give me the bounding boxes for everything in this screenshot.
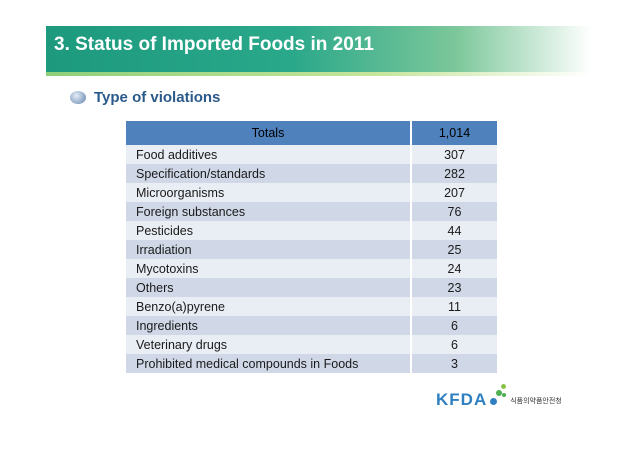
table-row: Specification/standards 282 [126,164,497,183]
section-heading: Type of violations [70,89,220,106]
violation-type: Foreign substances [126,202,412,221]
header-bar [46,26,592,72]
violation-type: Specification/standards [126,164,412,183]
violations-table: Totals 1,014 Food additives 307 Specific… [126,121,497,373]
page-title: 3. Status of Imported Foods in 2011 [54,34,374,55]
violation-count: 282 [411,164,497,183]
violation-count: 11 [411,297,497,316]
violation-count: 3 [411,354,497,373]
table-row: Ingredients 6 [126,316,497,335]
violation-count: 76 [411,202,497,221]
table-row: Others 23 [126,278,497,297]
violation-type: Prohibited medical compounds in Foods [126,354,412,373]
violation-count: 24 [411,259,497,278]
table-row: Veterinary drugs 6 [126,335,497,354]
violation-type: Ingredients [126,316,412,335]
violation-count: 6 [411,335,497,354]
table-header-row: Totals 1,014 [126,121,497,145]
logo-wordmark: KFDA [436,390,488,409]
logo-subtitle: 식품의약품안전청 [510,397,562,405]
table-row: Prohibited medical compounds in Foods 3 [126,354,497,373]
bullet-sphere-icon [70,91,86,104]
table-row: Irradiation 25 [126,240,497,259]
violation-type: Pesticides [126,221,412,240]
violation-type: Mycotoxins [126,259,412,278]
violation-type: Microorganisms [126,183,412,202]
violation-count: 44 [411,221,497,240]
violation-type: Benzo(a)pyrene [126,297,412,316]
kfda-logo: KFDA 식품의약품안전청 [436,384,562,410]
violation-count: 23 [411,278,497,297]
violation-count: 207 [411,183,497,202]
violation-count: 307 [411,145,497,164]
section-title: Type of violations [94,89,221,106]
table-row: Mycotoxins 24 [126,259,497,278]
violation-type: Irradiation [126,240,412,259]
violation-count: 6 [411,316,497,335]
table-row: Food additives 307 [126,145,497,164]
logo-dots-icon [488,384,507,410]
violation-type: Food additives [126,145,412,164]
totals-value: 1,014 [411,121,497,145]
violation-type: Others [126,278,412,297]
totals-label: Totals [126,121,412,145]
table-row: Benzo(a)pyrene 11 [126,297,497,316]
table-row: Pesticides 44 [126,221,497,240]
violation-type: Veterinary drugs [126,335,412,354]
header-accent-stripe [46,72,592,76]
table-row: Microorganisms 207 [126,183,497,202]
table-row: Foreign substances 76 [126,202,497,221]
violation-count: 25 [411,240,497,259]
